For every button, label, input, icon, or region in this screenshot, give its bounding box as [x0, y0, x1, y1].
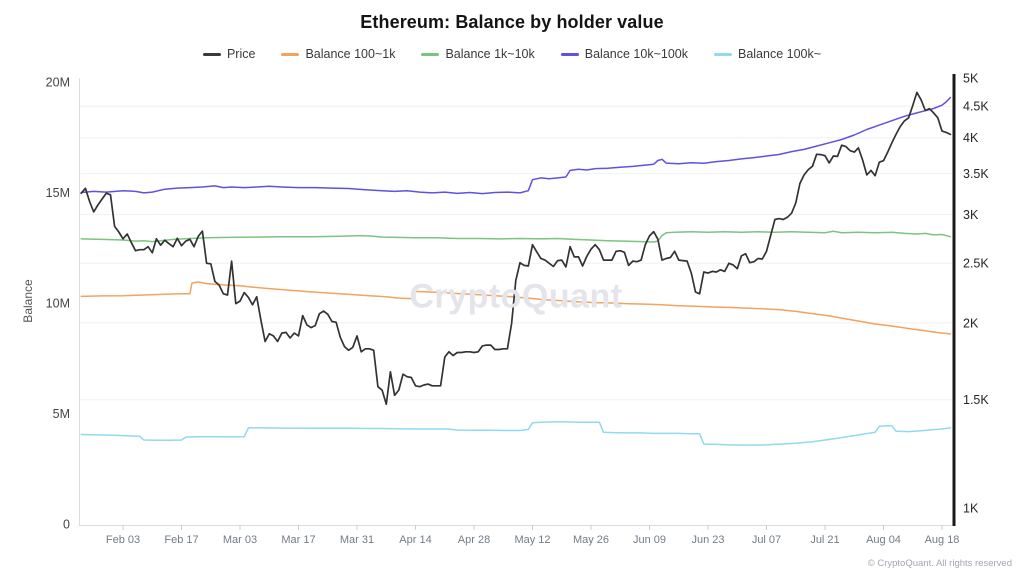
legend: Price Balance 100~1k Balance 1k~10k Balance…	[0, 47, 1024, 61]
price-swatch-icon	[202, 52, 221, 56]
y-right-tick-label: 4.5K	[963, 100, 989, 114]
gridlines	[80, 105, 953, 401]
watermark: CryptoQuant	[409, 277, 623, 316]
legend-item-balance-1k-10k[interactable]: Balance 1k~10k	[421, 47, 535, 61]
y-right-tick-label: 5K	[963, 71, 979, 85]
balance-100-1k-swatch-icon	[281, 52, 300, 56]
y-right-tick-label: 1K	[963, 501, 979, 515]
balance-100k-line	[80, 421, 952, 446]
y-left-tick-label: 20M	[46, 75, 70, 89]
y-left-tick-label: 5M	[53, 407, 70, 421]
legend-item-balance-100-1k[interactable]: Balance 100~1k	[281, 47, 395, 61]
legend-item-balance-10k-100k[interactable]: Balance 10k~100k	[560, 47, 688, 61]
y-right-tick-label: 2K	[963, 316, 979, 330]
balance-1k-10k-swatch-icon	[421, 52, 440, 56]
x-tick-label: Jul 07	[752, 534, 781, 546]
x-axis-ticks: Feb 03 Feb 17 Mar 03 Mar 17 Mar 31 Apr 14 Apr …	[106, 525, 960, 546]
x-tick-label: Feb 03	[106, 534, 140, 546]
y-right-tick-label: 4K	[963, 131, 979, 145]
legend-item-price[interactable]: Price	[202, 47, 256, 61]
price-line	[80, 91, 952, 406]
y-axis-label: Balance	[21, 279, 35, 323]
y-right-ticks: 1K 1.5K 2K 2.5K 3K 3.5K 4K 4.5K 5K	[963, 71, 989, 515]
x-tick-label: Apr 28	[458, 534, 490, 546]
x-tick-label: Aug 04	[866, 534, 901, 546]
x-tick-label: Jun 23	[691, 534, 724, 546]
y-left-tick-label: 0	[63, 517, 70, 531]
legend-label: Price	[226, 47, 256, 61]
legend-label: Balance 10k~100k	[584, 47, 688, 61]
y-right-tick-label: 2.5K	[963, 257, 989, 271]
balance-1k-10k-line	[80, 230, 952, 243]
y-right-tick-label: 3.5K	[963, 167, 989, 181]
x-tick-label: Jun 09	[633, 534, 666, 546]
y-left-tick-label: 10M	[46, 296, 70, 310]
balance-10k-100k-swatch-icon	[560, 52, 579, 56]
legend-label: Balance 100~1k	[305, 47, 396, 61]
legend-label: Balance 1k~10k	[445, 47, 535, 61]
legend-item-balance-100k[interactable]: Balance 100k~	[713, 47, 822, 61]
y-right-tick-label: 3K	[963, 208, 979, 222]
balance-100k-swatch-icon	[713, 52, 732, 56]
x-tick-label: Mar 17	[281, 534, 315, 546]
y-right-tick-label: 1.5K	[963, 393, 989, 407]
x-tick-label: Mar 03	[223, 534, 257, 546]
copyright-text: © CryptoQuant. All rights reserved	[867, 558, 1012, 569]
y-left-tick-label: 15M	[46, 186, 70, 200]
x-tick-label: May 12	[514, 534, 550, 546]
chart-title: Ethereum: Balance by holder value	[360, 12, 664, 32]
x-tick-label: Apr 14	[399, 534, 431, 546]
x-tick-label: May 26	[573, 534, 609, 546]
x-tick-label: Jul 21	[810, 534, 839, 546]
x-tick-label: Aug 18	[925, 534, 960, 546]
legend-label: Balance 100k~	[737, 47, 822, 61]
x-tick-label: Feb 17	[164, 534, 198, 546]
series-lines	[80, 91, 952, 446]
x-tick-label: Mar 31	[340, 534, 374, 546]
balance-100-1k-line	[80, 281, 952, 335]
y-left-ticks: 0 5M 10M 15M 20M	[46, 75, 70, 531]
balance-10k-100k-line	[80, 96, 952, 195]
